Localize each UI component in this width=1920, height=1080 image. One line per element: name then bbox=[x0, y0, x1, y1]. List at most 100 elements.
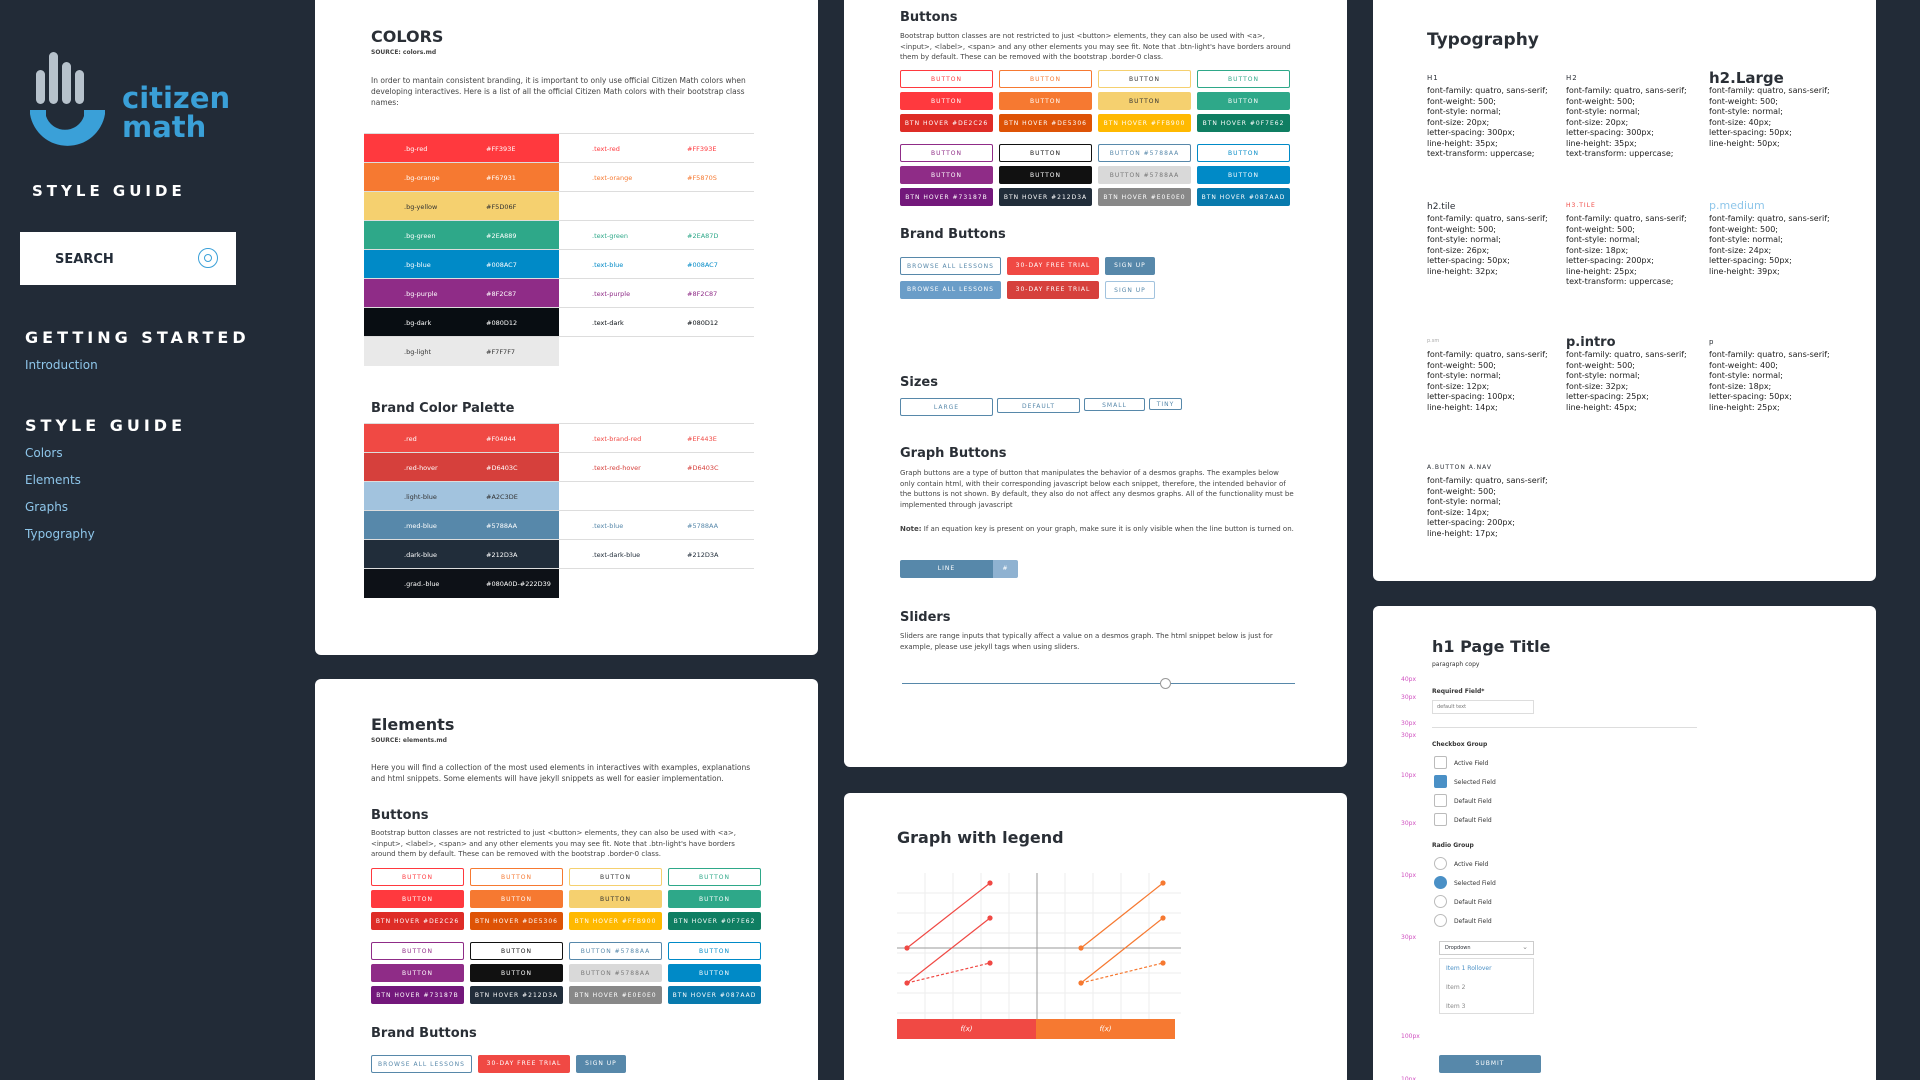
nav-graphs[interactable]: Graphs bbox=[25, 500, 69, 514]
button[interactable]: BUTTON bbox=[470, 942, 563, 960]
button[interactable]: BUTTON bbox=[1197, 166, 1290, 184]
button[interactable]: BUTTON bbox=[900, 166, 993, 184]
legend-item-1[interactable]: f(x) bbox=[897, 1019, 1036, 1039]
button[interactable]: BUTTON bbox=[1197, 92, 1290, 110]
bg-hex-value: #F7F7F7 bbox=[486, 348, 516, 356]
dropdown-item-1[interactable]: Item 1 Rollover bbox=[1446, 965, 1492, 972]
color-swatch: .dark-blue #212D3A bbox=[364, 540, 559, 569]
dropdown-select[interactable]: Dropdown ⌄ bbox=[1439, 941, 1534, 955]
radio-button[interactable] bbox=[1434, 857, 1447, 870]
free-trial-button[interactable]: 30-DAY FREE TRIAL bbox=[1007, 257, 1099, 275]
button[interactable]: BTN HOVER #E0E0E0 bbox=[569, 986, 662, 1004]
button[interactable]: BTN HOVER #DE5306 bbox=[999, 114, 1092, 132]
nav-introduction[interactable]: Introduction bbox=[25, 358, 98, 372]
button[interactable]: BUTTON bbox=[668, 890, 761, 908]
button[interactable]: BUTTON bbox=[900, 92, 993, 110]
button[interactable]: BUTTON #5788AA bbox=[569, 964, 662, 982]
button[interactable]: BUTTON bbox=[999, 70, 1092, 88]
button[interactable]: BUTTON bbox=[569, 890, 662, 908]
equation-key-button[interactable]: # bbox=[993, 560, 1018, 578]
button[interactable]: BTN HOVER #FFB900 bbox=[569, 912, 662, 930]
radio-button[interactable] bbox=[1434, 895, 1447, 908]
button[interactable]: BTN HOVER #087AAD bbox=[1197, 188, 1290, 206]
dropdown-item-2[interactable]: Item 2 bbox=[1446, 984, 1466, 991]
checkbox-label: Default Field bbox=[1454, 817, 1492, 824]
nav-typography[interactable]: Typography bbox=[25, 527, 95, 541]
checkbox[interactable] bbox=[1434, 756, 1447, 769]
button[interactable]: BTN HOVER #DE5306 bbox=[470, 912, 563, 930]
button[interactable]: BUTTON #5788AA bbox=[569, 942, 662, 960]
button[interactable]: BTN HOVER #73187B bbox=[371, 986, 464, 1004]
slider-thumb[interactable] bbox=[1160, 678, 1172, 689]
submit-button[interactable]: SUBMIT bbox=[1439, 1055, 1541, 1073]
button[interactable]: BUTTON bbox=[668, 964, 761, 982]
button[interactable]: BTN HOVER #212D3A bbox=[470, 986, 563, 1004]
legend-item-2[interactable]: f(x) bbox=[1036, 1019, 1175, 1039]
button[interactable]: BUTTON bbox=[999, 92, 1092, 110]
slider-track[interactable] bbox=[902, 683, 1295, 684]
button[interactable]: BUTTON bbox=[668, 868, 761, 886]
checkbox[interactable] bbox=[1434, 794, 1447, 807]
line-toggle-button[interactable]: LINE bbox=[900, 560, 993, 578]
nav-colors[interactable]: Colors bbox=[25, 446, 63, 460]
search-box[interactable]: SEARCH bbox=[20, 232, 236, 285]
browse-lessons-button[interactable]: BROWSE ALL LESSONS bbox=[900, 257, 1001, 275]
button[interactable]: BUTTON bbox=[371, 964, 464, 982]
button[interactable]: BTN HOVER #0F7E62 bbox=[668, 912, 761, 930]
button[interactable]: BUTTON bbox=[470, 964, 563, 982]
button[interactable]: BUTTON bbox=[569, 868, 662, 886]
button[interactable]: BUTTON bbox=[999, 144, 1092, 162]
button[interactable]: BUTTON bbox=[1098, 92, 1191, 110]
button[interactable]: BUTTON bbox=[999, 166, 1092, 184]
button[interactable]: BUTTON bbox=[900, 70, 993, 88]
button[interactable]: BUTTON bbox=[371, 942, 464, 960]
button[interactable]: BTN HOVER #212D3A bbox=[999, 188, 1092, 206]
required-field-input[interactable] bbox=[1432, 700, 1534, 714]
button[interactable]: BUTTON bbox=[668, 942, 761, 960]
text-hex-value: #5788AA bbox=[687, 522, 719, 530]
sign-up-light-button[interactable]: SIGN UP bbox=[1105, 281, 1155, 299]
size-tiny-button[interactable]: TINY bbox=[1149, 398, 1182, 410]
button[interactable]: BTN HOVER #0F7E62 bbox=[1197, 114, 1290, 132]
button[interactable]: BUTTON bbox=[470, 868, 563, 886]
browse-lessons-hover-button[interactable]: BROWSE ALL LESSONS bbox=[900, 281, 1001, 299]
button[interactable]: BUTTON bbox=[371, 868, 464, 886]
radio-button[interactable] bbox=[1434, 914, 1447, 927]
button[interactable]: BTN HOVER #E0E0E0 bbox=[1098, 188, 1191, 206]
paragraph-copy: paragraph copy bbox=[1432, 661, 1480, 668]
size-default-button[interactable]: DEFAULT bbox=[997, 398, 1080, 413]
button[interactable]: BUTTON bbox=[371, 890, 464, 908]
radio-button[interactable] bbox=[1434, 876, 1447, 889]
graph-plot[interactable] bbox=[897, 873, 1181, 1058]
free-trial-hover-button[interactable]: 30-DAY FREE TRIAL bbox=[1007, 281, 1099, 299]
browse-lessons-button[interactable]: BROWSE ALL LESSONS bbox=[371, 1055, 472, 1073]
button[interactable]: BUTTON bbox=[1098, 70, 1191, 88]
form-card: h1 Page Title paragraph copy Required Fi… bbox=[1373, 606, 1876, 1080]
size-large-button[interactable]: LARGE bbox=[900, 398, 993, 416]
search-icon[interactable] bbox=[198, 248, 218, 268]
button[interactable]: BUTTON bbox=[1197, 144, 1290, 162]
type-spec-line: font-style: normal; bbox=[1427, 235, 1501, 244]
button[interactable]: BTN HOVER #FFB900 bbox=[1098, 114, 1191, 132]
button[interactable]: BTN HOVER #DE2C26 bbox=[900, 114, 993, 132]
button[interactable]: BUTTON #5788AA bbox=[1098, 144, 1191, 162]
button[interactable]: BUTTON bbox=[470, 890, 563, 908]
checkbox[interactable] bbox=[1434, 775, 1447, 788]
button[interactable]: BUTTON #5788AA bbox=[1098, 166, 1191, 184]
logo-wordmark: citizen math bbox=[122, 84, 230, 142]
radio-label: Default Field bbox=[1454, 899, 1492, 906]
dropdown-item-3[interactable]: Item 3 bbox=[1446, 1003, 1466, 1010]
button[interactable]: BTN HOVER #DE2C26 bbox=[371, 912, 464, 930]
color-row: .bg-dark #080D12 .text-dark #080D12 bbox=[364, 307, 754, 337]
sign-up-button[interactable]: SIGN UP bbox=[1105, 257, 1155, 275]
button[interactable]: BUTTON bbox=[900, 144, 993, 162]
nav-elements[interactable]: Elements bbox=[25, 473, 81, 487]
checkbox-group-label: Checkbox Group bbox=[1432, 741, 1488, 748]
free-trial-button[interactable]: 30-DAY FREE TRIAL bbox=[478, 1055, 570, 1073]
size-small-button[interactable]: SMALL bbox=[1084, 398, 1145, 411]
button[interactable]: BTN HOVER #087AAD bbox=[668, 986, 761, 1004]
button[interactable]: BTN HOVER #73187B bbox=[900, 188, 993, 206]
button[interactable]: BUTTON bbox=[1197, 70, 1290, 88]
checkbox[interactable] bbox=[1434, 813, 1447, 826]
sign-up-button[interactable]: SIGN UP bbox=[576, 1055, 626, 1073]
